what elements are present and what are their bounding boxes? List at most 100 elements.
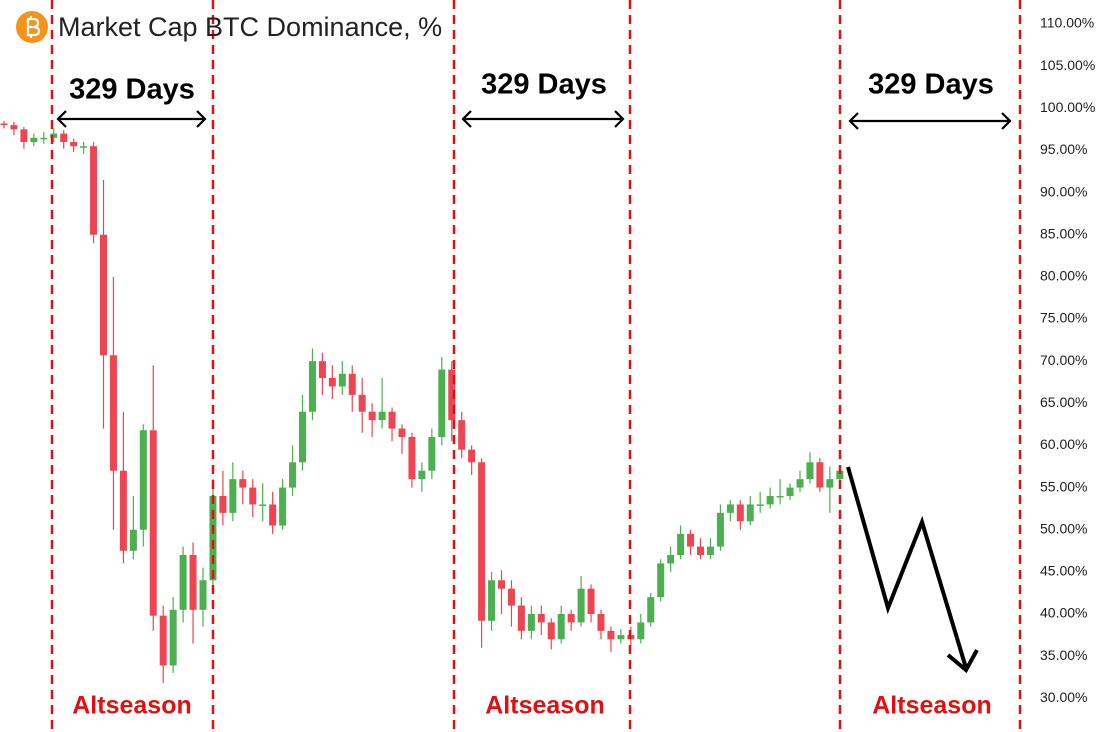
candle-body <box>746 504 754 522</box>
annotation: 329 Days <box>868 69 994 101</box>
candle-body <box>249 487 257 505</box>
candle-body <box>657 563 665 598</box>
candle-body <box>269 504 277 526</box>
candle-body <box>358 394 366 412</box>
candle-body <box>328 378 336 387</box>
candle-body <box>80 146 88 148</box>
y-tick-label: 40.00% <box>1040 605 1087 621</box>
candle-body <box>567 614 575 623</box>
candle-body <box>557 614 565 640</box>
bitcoin-glyph <box>26 16 41 38</box>
candle-body <box>438 369 446 438</box>
candle-body <box>498 580 505 589</box>
candle-body <box>60 133 68 143</box>
y-tick-label: 90.00% <box>1040 183 1087 199</box>
candle-body <box>40 137 48 140</box>
candle-body <box>697 546 704 556</box>
candle-body <box>507 588 515 606</box>
y-tick-label: 65.00% <box>1040 394 1087 410</box>
y-tick-label: 70.00% <box>1040 352 1087 368</box>
candle-body <box>139 430 147 530</box>
y-tick-label: 75.00% <box>1040 310 1087 326</box>
candle-body <box>159 615 167 666</box>
annotation: Altseason <box>872 692 991 720</box>
candle-body <box>687 533 695 547</box>
candle-body <box>776 496 784 498</box>
annotation: Altseason <box>72 692 191 720</box>
candle-body <box>478 462 486 621</box>
candle-body <box>677 533 685 556</box>
y-tick-label: 30.00% <box>1040 689 1087 705</box>
candle-body <box>756 504 764 506</box>
candle-body <box>488 580 496 621</box>
candle-body <box>100 234 107 356</box>
candle-body <box>109 355 117 471</box>
candle-body <box>229 479 237 513</box>
annotation: 329 Days <box>481 69 607 101</box>
annotation: Altseason <box>485 692 604 720</box>
candle-body <box>209 496 217 581</box>
candle-body <box>398 428 406 438</box>
candle-body <box>368 411 376 421</box>
candle-body <box>836 470 844 480</box>
candle-body <box>448 369 456 421</box>
candle-body <box>119 470 127 551</box>
candle-body <box>607 630 615 640</box>
y-tick-label: 95.00% <box>1040 141 1087 157</box>
chart-title: Market Cap BTC Dominance, % <box>58 12 442 42</box>
candle-body <box>537 614 545 623</box>
candle-body <box>796 479 804 488</box>
candle-body <box>706 546 714 556</box>
y-tick-label: 100.00% <box>1040 99 1095 115</box>
candle-body <box>597 614 605 631</box>
y-tick-label: 110.00% <box>1040 15 1094 31</box>
candle-body <box>766 496 774 505</box>
candle-body <box>428 437 436 471</box>
candle-body <box>418 470 426 480</box>
candle-body <box>279 487 287 526</box>
candle-body <box>408 437 416 480</box>
candle-body <box>0 123 8 126</box>
candle-body <box>179 555 187 610</box>
y-tick-label: 55.00% <box>1040 478 1087 494</box>
candles <box>0 120 844 684</box>
y-tick-label: 85.00% <box>1040 225 1087 241</box>
candle-body <box>149 430 157 616</box>
candle-body <box>458 420 466 450</box>
candle-body <box>726 504 734 513</box>
candle-body <box>338 373 346 387</box>
candle-body <box>129 529 137 551</box>
candle-body <box>786 487 794 497</box>
candle-body <box>468 449 476 463</box>
candle-body <box>517 605 525 631</box>
candle-body <box>806 462 814 480</box>
candle-body <box>70 142 78 147</box>
candle-body <box>826 479 834 488</box>
candle-body <box>736 504 744 522</box>
projection-arrow <box>846 466 979 674</box>
y-tick-label: 80.00% <box>1040 268 1087 284</box>
candle-body <box>816 462 824 488</box>
annotation: 329 Days <box>69 74 195 106</box>
candle-body <box>308 361 316 412</box>
span-arrow <box>848 112 1012 130</box>
candle-body <box>30 137 38 143</box>
candle-body <box>637 622 645 640</box>
candle-body <box>388 411 396 429</box>
candle-body <box>527 614 535 631</box>
y-tick-label: 35.00% <box>1040 647 1087 663</box>
candle-body <box>318 361 326 379</box>
y-tick-label: 45.00% <box>1040 563 1087 579</box>
candle-body <box>716 512 724 547</box>
span-arrow <box>56 110 207 128</box>
candle-body <box>617 635 625 640</box>
candle-body <box>348 373 356 395</box>
candle-body <box>378 411 386 421</box>
candle-body <box>90 146 98 235</box>
candle-body <box>239 479 247 488</box>
candle-body <box>199 580 207 610</box>
candle-body <box>547 622 555 640</box>
y-tick-label: 50.00% <box>1040 520 1087 536</box>
candle-body <box>289 462 297 488</box>
